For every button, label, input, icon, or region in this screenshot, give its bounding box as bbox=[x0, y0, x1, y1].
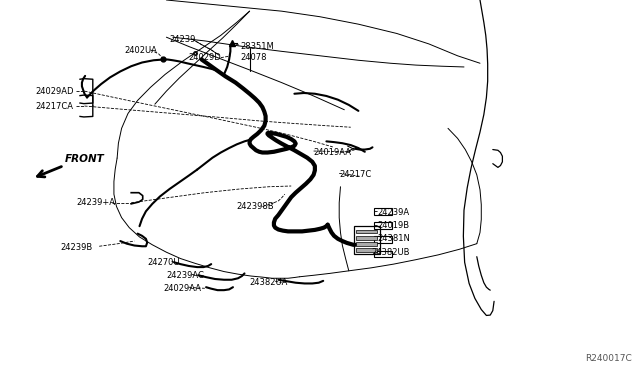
Text: 24217CA: 24217CA bbox=[35, 102, 73, 110]
Text: 24381N: 24381N bbox=[378, 234, 410, 243]
Text: 24029D: 24029D bbox=[189, 53, 221, 62]
Bar bbox=[356, 236, 377, 240]
Text: 24239AC: 24239AC bbox=[166, 271, 204, 280]
Text: 24382UB: 24382UB bbox=[371, 248, 410, 257]
Text: 24239: 24239 bbox=[170, 35, 196, 44]
Text: FRONT: FRONT bbox=[65, 154, 105, 164]
Bar bbox=[374, 208, 392, 215]
Bar bbox=[374, 236, 392, 243]
Text: R240017C: R240017C bbox=[586, 354, 632, 363]
Text: 24019B: 24019B bbox=[378, 221, 410, 230]
Bar bbox=[356, 242, 377, 246]
Text: 24239+A: 24239+A bbox=[77, 198, 116, 207]
Text: 24217C: 24217C bbox=[339, 170, 371, 179]
Text: 24270U: 24270U bbox=[147, 258, 180, 267]
Text: 28351M: 28351M bbox=[240, 42, 274, 51]
Text: 24078: 24078 bbox=[240, 53, 266, 62]
Bar bbox=[354, 226, 380, 254]
Text: 24029AA: 24029AA bbox=[163, 284, 201, 293]
Text: 24029AD: 24029AD bbox=[35, 87, 74, 96]
Text: 24382UA: 24382UA bbox=[250, 278, 288, 287]
Bar bbox=[374, 222, 392, 229]
Text: 24239B: 24239B bbox=[61, 243, 93, 252]
Bar bbox=[356, 230, 377, 234]
Bar bbox=[356, 248, 377, 252]
Text: 242398B: 242398B bbox=[237, 202, 275, 211]
Text: 24239A: 24239A bbox=[378, 208, 410, 217]
Bar bbox=[374, 251, 392, 257]
Text: 24019AA: 24019AA bbox=[314, 148, 351, 157]
Text: 2402UA: 2402UA bbox=[125, 46, 157, 55]
